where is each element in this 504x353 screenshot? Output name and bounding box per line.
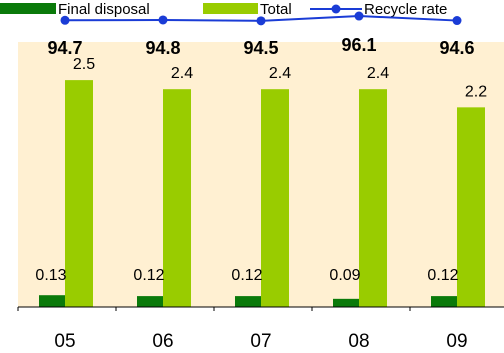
legend-marker-recycle-rate <box>331 4 341 14</box>
legend-swatch-total <box>203 3 258 14</box>
final-disposal-label: 0.09 <box>329 267 360 284</box>
x-tick-label: 09 <box>446 331 467 352</box>
total-label: 2.4 <box>171 65 193 82</box>
x-axis: 05 06 07 08 09 <box>17 306 504 352</box>
total-label: 2.2 <box>465 83 487 100</box>
final-disposal-bar <box>431 296 459 307</box>
total-bar <box>163 89 191 308</box>
final-disposal-bar <box>39 295 67 307</box>
total-bar <box>359 89 387 308</box>
legend: Final disposal Total Recycle rate <box>0 1 447 18</box>
legend-label-total: Total <box>260 1 292 18</box>
final-disposal-label: 0.12 <box>427 267 458 284</box>
recycle-rate-label: 94.5 <box>243 38 278 58</box>
recycle-rate-label: 94.6 <box>439 38 474 58</box>
final-disposal-bar <box>137 296 165 307</box>
recycle-rate-point <box>354 11 364 21</box>
total-label: 2.4 <box>269 65 291 82</box>
x-tick-label: 05 <box>54 331 75 352</box>
total-bar <box>65 80 93 307</box>
recycle-rate-line <box>60 11 462 26</box>
recycle-rate-point <box>60 15 70 25</box>
recycle-rate-point <box>452 16 462 26</box>
x-tick-label: 06 <box>152 331 173 352</box>
data-labels: 0.13 2.594.7 0.12 2.4 94.8 0.12 2.4 94.5 0.09 2.4… <box>35 35 487 284</box>
final-disposal-label: 0.12 <box>231 267 262 284</box>
legend-label-recycle-rate: Recycle rate <box>364 1 447 18</box>
final-disposal-label: 0.12 <box>133 267 164 284</box>
total-label: 2.4 <box>367 65 389 82</box>
legend-swatch-final-disposal <box>0 3 56 14</box>
recycle-rate-label: 94.8 <box>145 38 180 58</box>
bars <box>39 80 485 308</box>
legend-label-final-disposal: Final disposal <box>58 1 150 18</box>
x-tick-label: 07 <box>250 331 271 352</box>
final-disposal-label: 0.13 <box>35 267 66 284</box>
total-bar <box>261 89 289 308</box>
recycle-rate-point <box>158 15 168 25</box>
total-bar <box>457 107 485 307</box>
total-label: 2.5 <box>73 56 95 73</box>
recycle-rate-label: 96.1 <box>341 35 376 55</box>
final-disposal-bar <box>235 296 263 307</box>
final-disposal-bar <box>333 298 361 307</box>
recycle-rate-label: 94.7 <box>47 38 82 58</box>
x-tick-label: 08 <box>348 331 369 352</box>
recycle-rate-point <box>256 16 266 26</box>
